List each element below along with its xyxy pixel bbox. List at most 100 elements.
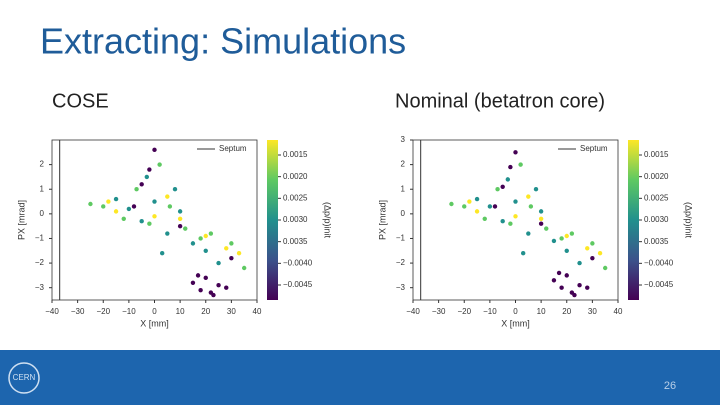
colorbar-label: (Δp/p)init <box>684 202 694 239</box>
scatter-point <box>157 162 162 167</box>
scatter-point <box>139 182 144 187</box>
scatter-point <box>513 150 518 155</box>
colorbar-tick-label: 0.0030 <box>283 215 308 224</box>
scatter-point <box>518 162 523 167</box>
x-axis-label: X [mm] <box>140 318 169 328</box>
scatter-point <box>177 223 183 229</box>
y-tick-label: −3 <box>35 283 45 292</box>
scatter-point <box>528 204 534 209</box>
scatter-point <box>208 231 214 236</box>
scatter-point <box>177 209 183 214</box>
scatter-point <box>487 204 493 209</box>
scatter-point <box>564 233 569 239</box>
scatter-point <box>492 204 498 209</box>
x-tick-label: 10 <box>537 307 546 316</box>
x-tick-label: −30 <box>432 307 446 316</box>
page-number: 26 <box>664 380 676 392</box>
logo <box>8 362 40 394</box>
axes-frame <box>412 139 619 301</box>
scatter-point <box>126 206 132 212</box>
y-tick-label: −3 <box>396 283 406 292</box>
scatter-point <box>544 226 549 231</box>
colorbar-tick-label: 0.0030 <box>644 215 669 224</box>
x-tick-label: 30 <box>588 307 597 316</box>
panel-label: Nominal (betatron core) <box>395 90 605 112</box>
scatter-point <box>147 167 152 172</box>
colorbar-tick-label: −0.0045 <box>644 280 674 289</box>
y-tick-label: −2 <box>35 258 45 267</box>
x-tick-label: −30 <box>71 307 85 316</box>
scatter-point <box>551 238 557 244</box>
x-tick-label: 10 <box>176 307 185 316</box>
colorbar-tick-label: 0.0035 <box>644 237 669 246</box>
scatter-point <box>513 214 518 219</box>
scatter-point <box>500 219 505 224</box>
scatter-point <box>602 265 608 271</box>
x-tick-label: −40 <box>406 307 420 316</box>
colorbar-tick-label: 0.0020 <box>283 172 308 181</box>
colorbar-tick-label: 0.0025 <box>283 193 308 202</box>
scatter-point <box>106 199 111 204</box>
slide-title: Extracting: Simulations <box>40 21 406 62</box>
x-tick-label: −40 <box>45 307 59 316</box>
x-tick-label: 30 <box>227 307 236 316</box>
y-tick-label: 3 <box>401 135 406 144</box>
y-axis-label: PX [mrad] <box>377 200 387 240</box>
scatter-point <box>139 219 144 224</box>
panel-label: COSE <box>52 90 109 112</box>
y-tick-label: 0 <box>401 209 406 218</box>
x-tick-label: −10 <box>483 307 497 316</box>
x-tick-label: −20 <box>457 307 471 316</box>
scatter-point <box>538 209 544 214</box>
scatter-point <box>165 231 170 236</box>
x-tick-label: 20 <box>201 307 210 316</box>
scatter-point <box>216 260 221 266</box>
scatter-point <box>121 216 126 221</box>
footer-band <box>0 350 720 405</box>
x-tick-label: 20 <box>562 307 571 316</box>
colorbar-label: (Δp/p)init <box>323 202 333 239</box>
scatter-point <box>152 147 157 153</box>
scatter-point <box>159 251 165 256</box>
y-axis-label: PX [mrad] <box>16 200 26 240</box>
y-tick-label: −1 <box>35 234 45 243</box>
scatter-point <box>526 194 531 199</box>
scatter-point <box>134 187 139 192</box>
y-tick-label: 2 <box>401 160 406 169</box>
scatter-point <box>505 177 511 182</box>
y-tick-label: 1 <box>40 184 45 193</box>
scatter-point <box>236 251 242 256</box>
scatter-point <box>216 283 221 288</box>
scatter-point <box>474 209 480 214</box>
scatter-point <box>190 280 196 285</box>
scatter-point <box>241 265 247 271</box>
scatter-point <box>177 216 183 221</box>
y-tick-label: 1 <box>401 184 406 193</box>
scatter-point <box>229 255 234 261</box>
colorbar-tick-label: 0.0015 <box>644 150 669 159</box>
scatter-point <box>229 241 234 246</box>
scatter-point <box>190 241 196 246</box>
colorbar <box>267 140 278 300</box>
legend-label: Septum <box>580 144 608 153</box>
scatter-point <box>462 204 467 209</box>
scatter-point <box>147 221 152 226</box>
scatter-point <box>113 196 119 202</box>
scatter-point <box>172 187 178 192</box>
scatter-point <box>203 248 208 253</box>
colorbar-tick-label: −0.0040 <box>644 258 674 267</box>
y-tick-label: −2 <box>396 258 406 267</box>
scatter-point <box>88 201 93 207</box>
scatter-point <box>533 187 539 192</box>
scatter-point <box>559 285 564 290</box>
scatter-point <box>559 236 564 241</box>
scatter-point <box>203 275 208 281</box>
scatter-point <box>508 164 513 170</box>
scatter-point <box>167 204 173 209</box>
x-tick-label: −20 <box>96 307 110 316</box>
y-tick-label: 0 <box>40 209 45 218</box>
scatter-point <box>211 292 216 298</box>
scatter-point <box>572 292 577 298</box>
